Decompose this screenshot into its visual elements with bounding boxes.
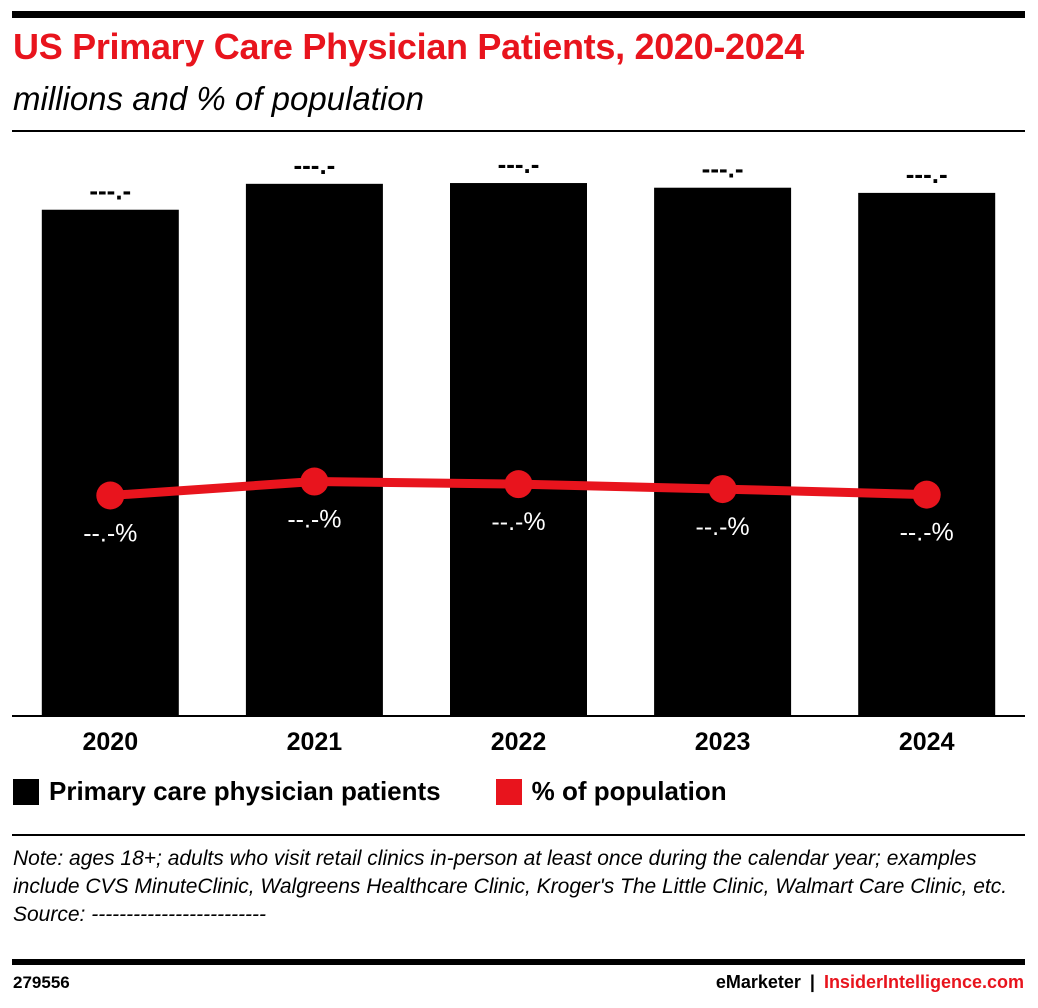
legend-label-bars: Primary care physician patients xyxy=(49,776,441,806)
x-tick-label-2021: 2021 xyxy=(287,728,343,756)
x-tick-label-2022: 2022 xyxy=(491,728,547,756)
chart-id: 279556 xyxy=(13,973,70,992)
note-text: Note: ages 18+; adults who visit retail … xyxy=(13,847,1008,898)
population-point-2024 xyxy=(912,480,941,509)
bar-2023 xyxy=(654,187,792,716)
bar-2020 xyxy=(41,209,179,715)
chart-subtitle: millions and % of population xyxy=(13,80,424,117)
bar-value-label-2020: ---.- xyxy=(89,176,131,206)
legend-swatch-line xyxy=(495,778,522,805)
population-point-2023 xyxy=(708,475,737,504)
population-point-2022 xyxy=(504,470,533,499)
x-tick-label-2023: 2023 xyxy=(695,728,751,756)
population-label-2021: --.-% xyxy=(287,506,341,534)
bar-2024 xyxy=(858,192,996,715)
source-text: Source: ------------------------- xyxy=(13,903,267,926)
legend-item-bars: Primary care physician patients xyxy=(13,776,441,807)
top-rule xyxy=(12,11,1025,18)
population-label-2023: --.-% xyxy=(696,513,750,541)
note-divider xyxy=(12,834,1025,836)
brand-separator: | xyxy=(809,972,815,992)
chart-title: US Primary Care Physician Patients, 2020… xyxy=(13,26,804,67)
note-block: Note: ages 18+; adults who visit retail … xyxy=(13,845,1018,929)
brand-insider-intelligence: InsiderIntelligence.com xyxy=(823,972,1024,992)
chart-area: ---.- ---.- ---.- ---.- ---.- 2020 2021 2022 202… xyxy=(12,149,1025,756)
legend-label-line: % of population xyxy=(531,776,727,806)
population-label-2020: --.-% xyxy=(83,520,137,548)
legend-swatch-bars xyxy=(13,778,39,805)
bar-2021 xyxy=(245,183,383,716)
bar-value-label-2024: ---.- xyxy=(906,159,948,189)
footer-brand: eMarketer | InsiderIntelligence.com xyxy=(716,972,1024,993)
header-divider xyxy=(12,130,1025,132)
legend: Primary care physician patients % of pop… xyxy=(13,776,782,807)
bottom-rule xyxy=(12,959,1025,965)
population-point-2020 xyxy=(96,481,125,510)
x-tick-label-2024: 2024 xyxy=(899,728,955,756)
bar-value-label-2022: ---.- xyxy=(498,149,540,179)
bar-2022 xyxy=(450,183,587,715)
bar-value-label-2021: ---.- xyxy=(293,150,335,180)
population-point-2021 xyxy=(300,467,329,496)
legend-item-line: % of population xyxy=(495,776,727,807)
population-label-2022: --.-% xyxy=(491,508,545,536)
bar-value-label-2023: ---.- xyxy=(702,154,744,184)
x-tick-label-2020: 2020 xyxy=(82,728,138,756)
population-label-2024: --.-% xyxy=(900,519,954,547)
brand-emarketer: eMarketer xyxy=(715,972,801,992)
